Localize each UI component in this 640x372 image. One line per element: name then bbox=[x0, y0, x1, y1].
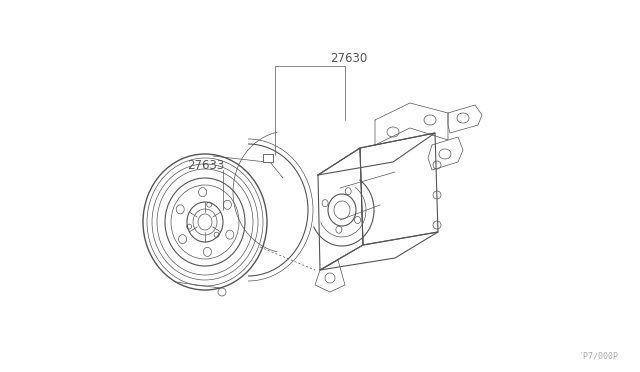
Text: ′P7∕000P: ′P7∕000P bbox=[578, 351, 618, 360]
Text: 27633: 27633 bbox=[187, 158, 224, 171]
FancyBboxPatch shape bbox=[263, 154, 273, 162]
Text: 27630: 27630 bbox=[330, 51, 367, 64]
